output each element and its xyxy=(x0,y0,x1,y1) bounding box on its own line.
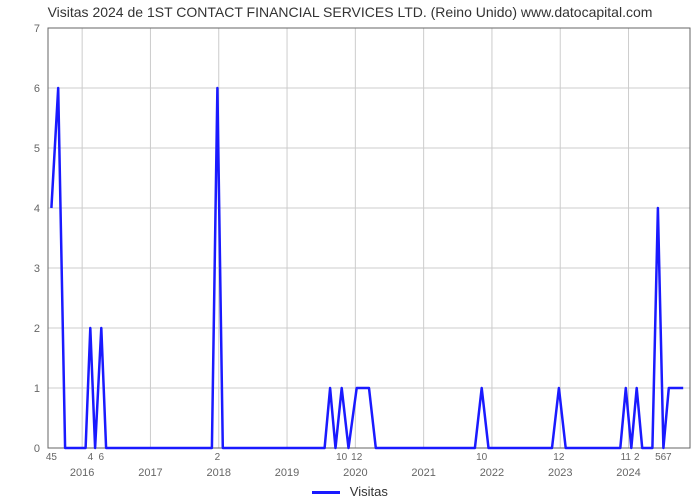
svg-text:2: 2 xyxy=(634,452,640,463)
chart-legend: Visitas xyxy=(0,484,700,499)
svg-text:7: 7 xyxy=(34,23,40,35)
svg-text:2: 2 xyxy=(215,452,221,463)
svg-text:2021: 2021 xyxy=(411,467,435,479)
svg-text:2024: 2024 xyxy=(616,467,640,479)
svg-text:45: 45 xyxy=(46,452,58,463)
line-chart: 0123456720162017201820192020202120222023… xyxy=(0,0,700,500)
legend-label: Visitas xyxy=(350,484,388,499)
svg-text:11: 11 xyxy=(621,452,632,463)
svg-text:4: 4 xyxy=(34,203,40,215)
svg-text:2023: 2023 xyxy=(548,467,572,479)
svg-text:12: 12 xyxy=(553,452,565,463)
svg-text:5: 5 xyxy=(34,143,40,155)
svg-text:2016: 2016 xyxy=(70,467,94,479)
svg-text:2017: 2017 xyxy=(138,467,162,479)
svg-text:1: 1 xyxy=(34,383,40,395)
svg-text:3: 3 xyxy=(34,263,40,275)
svg-text:4: 4 xyxy=(88,452,94,463)
svg-text:6: 6 xyxy=(98,452,104,463)
svg-text:10: 10 xyxy=(336,452,348,463)
svg-text:7: 7 xyxy=(666,452,672,463)
svg-text:12: 12 xyxy=(351,452,363,463)
svg-text:6: 6 xyxy=(34,83,40,95)
legend-swatch xyxy=(312,491,340,494)
svg-text:2020: 2020 xyxy=(343,467,367,479)
svg-text:2019: 2019 xyxy=(275,467,299,479)
svg-text:0: 0 xyxy=(34,443,40,455)
svg-text:2022: 2022 xyxy=(480,467,504,479)
chart-container: Visitas 2024 de 1ST CONTACT FINANCIAL SE… xyxy=(0,0,700,500)
svg-text:2018: 2018 xyxy=(207,467,231,479)
svg-text:2: 2 xyxy=(34,323,40,335)
svg-text:10: 10 xyxy=(476,452,488,463)
